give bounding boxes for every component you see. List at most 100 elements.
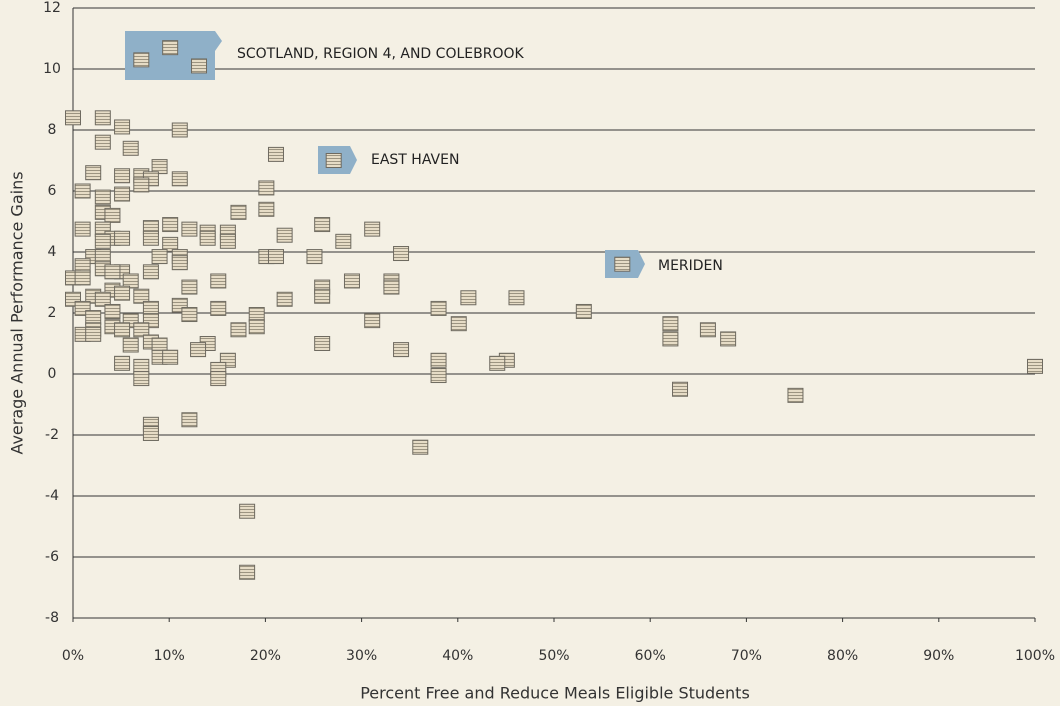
y-tick-label: 6 <box>48 183 57 199</box>
y-tick-label: -8 <box>45 610 59 626</box>
points <box>65 40 1043 580</box>
point <box>114 355 131 371</box>
point <box>190 342 207 358</box>
x-tick-label: 10% <box>154 648 185 664</box>
x-tick-label: 40% <box>442 648 473 664</box>
point <box>104 207 121 223</box>
point <box>181 279 198 295</box>
point <box>171 255 188 271</box>
point <box>94 110 111 126</box>
point <box>1027 358 1043 374</box>
point <box>191 58 208 74</box>
point <box>85 165 102 181</box>
point <box>181 412 198 428</box>
point <box>114 322 131 338</box>
point <box>325 153 342 168</box>
point <box>114 168 131 184</box>
y-tick-label: 2 <box>48 305 57 321</box>
y-tick-label: -2 <box>45 427 59 443</box>
point <box>239 503 256 519</box>
point <box>133 177 150 193</box>
x-tick-label: 30% <box>346 648 377 664</box>
point <box>460 290 477 306</box>
point <box>364 313 381 329</box>
point <box>114 230 131 246</box>
y-tick-label: 10 <box>43 61 61 77</box>
point <box>142 264 159 280</box>
point <box>114 119 131 135</box>
y-tick-label: 0 <box>48 366 57 382</box>
point <box>672 381 689 397</box>
point <box>787 387 804 403</box>
point <box>85 326 102 342</box>
point <box>720 331 737 347</box>
point <box>450 316 467 332</box>
point <box>114 186 131 202</box>
point <box>239 564 256 580</box>
x-tick-label: 60% <box>635 648 666 664</box>
point <box>199 230 216 246</box>
point <box>489 355 506 371</box>
point <box>162 236 179 252</box>
point <box>430 352 447 368</box>
point <box>122 273 139 289</box>
y-tick-label: -6 <box>45 549 59 565</box>
point <box>662 331 679 347</box>
annotation: SCOTLAND, REGION 4, AND COLEBROOK <box>237 46 524 62</box>
point <box>248 319 265 335</box>
point <box>335 233 352 249</box>
point <box>104 264 121 280</box>
x-tick-label: 70% <box>731 648 762 664</box>
point <box>219 233 236 249</box>
annotation: EAST HAVEN <box>371 152 459 168</box>
point <box>258 201 275 217</box>
point <box>142 425 159 441</box>
point <box>210 371 227 387</box>
y-tick-label: 12 <box>43 0 61 16</box>
point <box>210 273 227 289</box>
point <box>181 221 198 237</box>
point <box>133 322 150 338</box>
point <box>314 217 331 233</box>
point <box>104 303 121 319</box>
point <box>430 368 447 384</box>
point <box>230 204 247 220</box>
y-tick-label: 4 <box>48 244 57 260</box>
point <box>393 342 410 358</box>
x-tick-label: 0% <box>62 648 84 664</box>
point <box>258 180 275 196</box>
point <box>162 217 179 233</box>
point <box>181 307 198 323</box>
point <box>65 110 81 126</box>
x-tick-label: 90% <box>923 648 954 664</box>
point <box>114 285 131 301</box>
annotation: MERIDEN <box>658 258 723 274</box>
point <box>306 249 323 265</box>
point <box>383 279 400 295</box>
point <box>575 303 592 319</box>
point <box>171 122 188 138</box>
x-axis-label: Percent Free and Reduce Meals Eligible S… <box>360 684 750 703</box>
point <box>171 171 188 187</box>
point <box>133 371 150 387</box>
point <box>162 40 179 56</box>
y-axis-label: Average Annual Performance Gains <box>8 171 27 454</box>
point <box>133 52 150 68</box>
x-tick-label: 20% <box>250 648 281 664</box>
point <box>314 288 331 304</box>
y-tick-label: -4 <box>45 488 59 504</box>
point <box>364 221 381 237</box>
point <box>230 322 247 338</box>
point <box>210 300 227 316</box>
x-tick-label: 50% <box>538 648 569 664</box>
point <box>276 291 293 307</box>
point <box>133 288 150 304</box>
point <box>162 349 179 365</box>
point <box>614 256 631 272</box>
point <box>314 336 331 351</box>
point <box>276 227 293 243</box>
y-tick-label: 8 <box>48 122 57 138</box>
point <box>74 270 91 286</box>
point <box>267 249 284 265</box>
